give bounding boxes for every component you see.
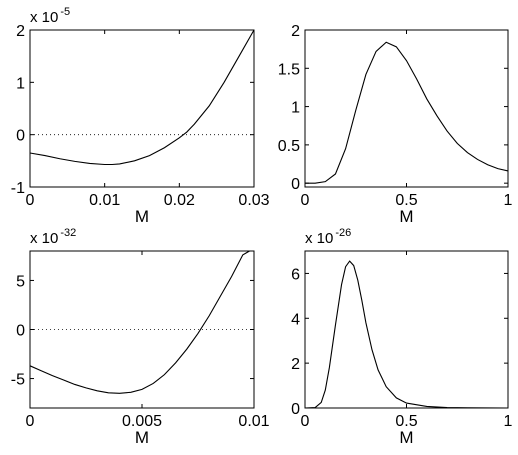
x-tick-label: 0.03 [238,192,269,209]
y-tick-label: 0.5 [278,138,300,155]
series-line-1 [305,41,509,184]
y-tick-label: 6 [291,266,300,283]
exponent-base: x 10 [305,230,333,247]
y-tick-label: 5 [16,273,25,290]
y-tick-label: 0 [291,176,300,193]
exponent-power: -26 [335,227,351,239]
x-tick-label: 0 [301,413,310,430]
x-axis-label: M [399,428,413,447]
exponent-base: x 10 [30,230,58,247]
chart-panel-3: 0 0.005 0.01 -5 0 5 Mx 10 -32 [11,227,270,447]
x-axis-label: M [399,207,413,226]
x-tick-label: 0 [26,413,35,430]
x-tick-label: 1 [504,192,513,209]
y-tick-label: 1.5 [278,61,300,78]
series-line-1 [29,29,255,166]
axis-exponent-label: x 10 -5 [30,6,70,26]
y-tick-label: -5 [11,372,25,389]
x-tick-label: 0.5 [395,192,417,209]
y-tick-label: 2 [16,23,25,40]
exponent-base: x 10 [30,9,58,26]
axis-exponent-label: x 10 -26 [305,227,351,247]
x-tick-label: 0.01 [89,192,120,209]
x-tick-label: 1 [504,413,513,430]
x-tick-label: 0 [301,192,310,209]
y-tick-label: 4 [291,311,300,328]
series-line-1 [29,250,250,394]
axes-frame [304,29,509,188]
x-tick-label: 0.5 [395,413,417,430]
exponent-power: -32 [60,227,76,239]
y-tick-label: 2 [291,356,300,373]
x-tick-label: 0.005 [122,413,162,430]
exponent-power: -5 [60,6,70,18]
y-tick-label: 1 [291,100,300,117]
x-tick-label: 0.01 [238,413,269,430]
axes-frame [304,250,509,409]
y-tick-label: -1 [11,180,25,197]
y-tick-label: 1 [16,75,25,92]
axes-frame [29,29,255,188]
y-tick-label: 0 [291,401,300,418]
chart-panel-2: 0 0.5 1 0 0.5 1 1.5 2 M [278,23,513,226]
axis-exponent-label: x 10 -32 [30,227,76,247]
x-axis-label: M [135,428,149,447]
chart-panel-4: 0 0.5 1 0 2 4 6 Mx 10 -26 [291,227,512,447]
y-tick-label: 0 [16,323,25,340]
y-tick-label: 2 [291,23,300,40]
x-tick-label: 0 [26,192,35,209]
x-tick-label: 0.02 [164,192,195,209]
series-line-1 [304,260,509,409]
y-tick-label: 0 [16,128,25,145]
x-axis-label: M [135,207,149,226]
